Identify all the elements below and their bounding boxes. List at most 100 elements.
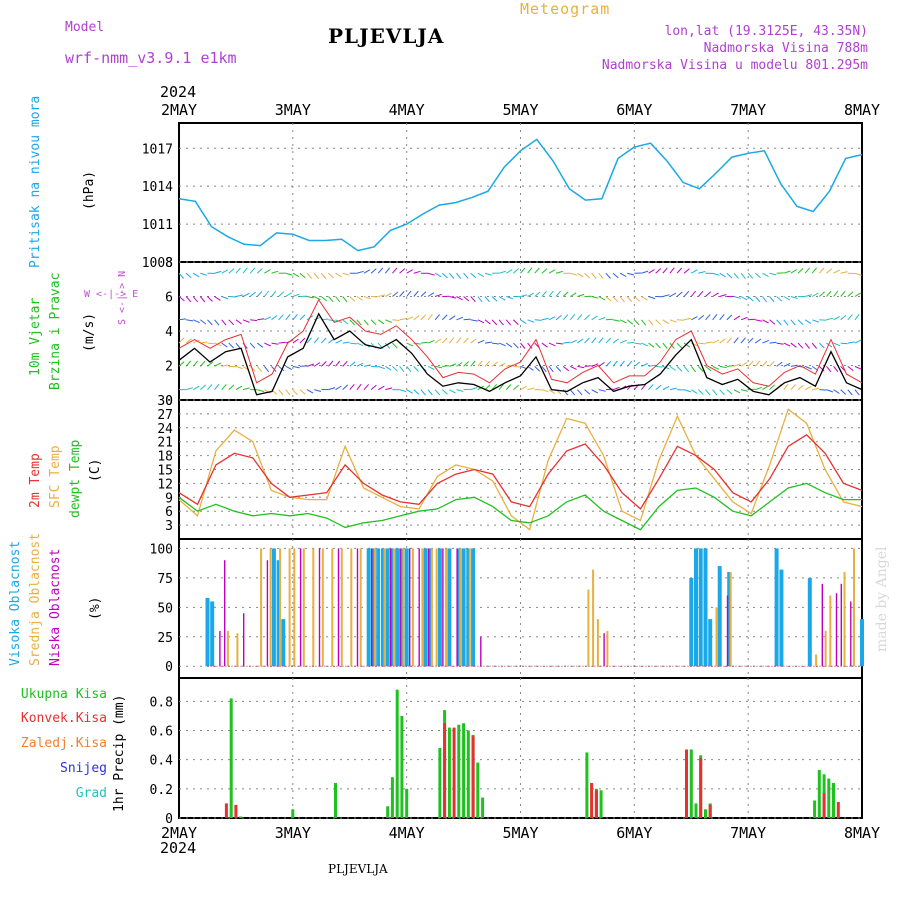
wind-barb <box>733 337 739 344</box>
wind-barb <box>413 366 419 372</box>
wind-barb <box>349 319 355 326</box>
wind-barb <box>278 365 285 372</box>
wind-barb <box>192 385 200 391</box>
precip-bar-1 <box>224 803 228 818</box>
precip-bar-0 <box>239 816 243 818</box>
cloud-bar-0 <box>205 597 210 667</box>
temp-tick-label: 15 <box>157 464 173 479</box>
wind-barb <box>790 319 796 326</box>
wind-barb <box>669 342 675 349</box>
wind-barb <box>747 361 754 367</box>
precip-bar-1 <box>594 790 598 818</box>
wind-barb <box>634 361 641 367</box>
time-label-bottom: 8MAY <box>844 824 880 842</box>
wind-barb <box>463 272 469 279</box>
wind-barb <box>726 389 733 395</box>
wind-barb <box>263 290 270 297</box>
wind-barb <box>271 270 279 274</box>
wind-barb <box>747 337 754 344</box>
cloud-bar-1 <box>596 619 599 667</box>
wind-barb <box>313 337 319 344</box>
wind-barb <box>328 338 335 344</box>
wind-barb <box>207 361 214 367</box>
wind-barb <box>762 385 769 391</box>
precip-bar-0 <box>438 748 442 818</box>
wind-barb <box>328 272 334 279</box>
cloud-bar-1 <box>829 595 832 667</box>
cloud-bar-1 <box>236 633 239 667</box>
wind-barb <box>335 360 341 367</box>
wind-barb <box>626 360 633 367</box>
precip-bar-0 <box>694 803 698 818</box>
wind-barb <box>370 268 377 274</box>
wind-barb <box>399 268 406 274</box>
wind-barb <box>740 337 746 344</box>
wind-barb <box>627 341 635 344</box>
precip-bar-1 <box>443 723 447 818</box>
wind-barb <box>712 389 718 396</box>
cloud-bar-0 <box>395 548 400 667</box>
wind-barb <box>818 366 825 372</box>
wind-barb <box>384 267 391 274</box>
wind-barb <box>292 389 298 396</box>
wind-barb <box>705 341 713 344</box>
wind-barb <box>442 365 450 367</box>
wind-barb <box>633 296 640 302</box>
precip-tick-label: 0 <box>165 812 173 827</box>
cloud-bar-1 <box>824 630 827 667</box>
wind-barb <box>278 314 284 321</box>
wind-barb <box>669 319 677 323</box>
wind-tick-label: 0 <box>165 394 173 409</box>
cloud-bar-0 <box>703 548 708 667</box>
wind-barb <box>669 365 676 371</box>
wind-barb <box>513 342 519 349</box>
wind-barb <box>335 385 342 391</box>
wind-barb <box>797 342 804 349</box>
wind-barb <box>285 292 292 297</box>
wind-barb <box>612 360 618 367</box>
wind-barb <box>627 272 635 276</box>
wind-barb <box>719 389 725 396</box>
cloud-bar-1 <box>445 548 448 667</box>
wind-tick-label: 6 <box>165 291 173 306</box>
lonlat-label: lon,lat (19.3125E, 43.35N) <box>664 24 869 39</box>
wind-barb <box>498 342 506 347</box>
wind-barb <box>271 290 277 297</box>
wind-barb <box>747 296 754 302</box>
cloud-bar-0 <box>210 601 215 667</box>
cloud-bar-2 <box>821 583 823 667</box>
cloud-bar-1 <box>331 548 334 667</box>
wind-barb <box>235 365 243 370</box>
temp-tick-label: 6 <box>165 505 173 520</box>
wind-barb <box>185 296 192 303</box>
temp-tick-label: 3 <box>165 519 173 534</box>
wind-barb <box>399 389 407 393</box>
wind-barb <box>548 342 556 347</box>
wind-barb <box>186 319 194 322</box>
wind-barb <box>698 342 706 345</box>
precip-bar-0 <box>476 762 480 818</box>
wind-barb <box>214 383 220 390</box>
temp-tick-label: 18 <box>157 450 173 465</box>
wind-barb <box>207 296 213 302</box>
time-label-bottom: 6MAY <box>616 824 652 842</box>
wind-barb <box>313 316 321 321</box>
wind-barb <box>797 319 804 325</box>
wind-barb <box>463 318 471 321</box>
wind-barb <box>605 272 611 279</box>
wind-barb <box>648 296 656 300</box>
wind-barb <box>854 365 862 370</box>
wind-barb <box>619 339 627 344</box>
cloud-bar-1 <box>843 572 846 667</box>
wind-barb <box>406 290 412 297</box>
wind-barb <box>505 384 512 390</box>
cloud-bar-1 <box>312 548 315 667</box>
cloud-bar-2 <box>442 548 444 667</box>
wind-barb <box>484 384 491 391</box>
wind-barb <box>612 338 619 344</box>
wind-barb <box>378 294 386 297</box>
wind-barb <box>740 361 748 367</box>
precip-bar-0 <box>457 724 461 818</box>
wind-barb <box>356 319 362 326</box>
cloud-tick-label: 100 <box>150 542 173 557</box>
